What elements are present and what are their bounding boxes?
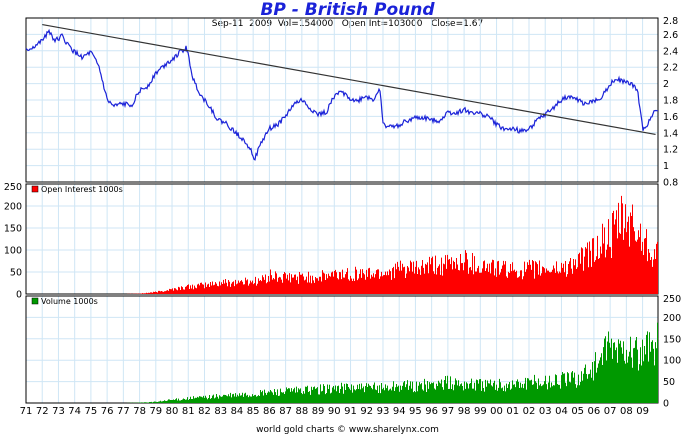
y-tick-label: 0 [663, 399, 669, 410]
x-tick-label: 81 [182, 406, 195, 417]
x-tick-label: 03 [539, 406, 552, 417]
x-tick-label: 78 [133, 406, 146, 417]
x-tick-label: 79 [149, 406, 162, 417]
chart-subtitle: Sep-11 2009 Vol=154000 Open Int=103000 C… [0, 19, 695, 30]
x-tick-label: 72 [36, 406, 49, 417]
x-tick-label: 01 [506, 406, 519, 417]
x-tick-label: 89 [312, 406, 325, 417]
x-tick-label: 80 [166, 406, 179, 417]
y-tick-label: 2.2 [663, 63, 678, 74]
x-tick-label: 86 [263, 406, 276, 417]
x-tick-label: 95 [409, 406, 422, 417]
y-tick-label: 200 [663, 313, 681, 324]
legend-open-interest: Open Interest 1000s [31, 185, 123, 194]
x-tick-label: 77 [117, 406, 130, 417]
x-tick-label: 93 [377, 406, 390, 417]
y-tick-label: 1.4 [663, 128, 678, 139]
x-tick-label: 09 [636, 406, 649, 417]
x-tick-label: 88 [295, 406, 308, 417]
legend-label: Open Interest 1000s [41, 185, 123, 194]
x-tick-label: 97 [442, 406, 455, 417]
trend-line [42, 23, 656, 136]
x-tick-label: 96 [425, 406, 438, 417]
x-tick-label: 75 [85, 406, 98, 417]
open-interest-bars [124, 195, 658, 294]
y-tick-label: 2 [663, 79, 669, 90]
x-tick-label: 91 [344, 406, 357, 417]
x-tick-label: 84 [231, 406, 244, 417]
y-tick-label: 100 [4, 246, 22, 257]
x-tick-label: 04 [555, 406, 568, 417]
x-tick-label: 83 [214, 406, 227, 417]
y-tick-label: 1.2 [663, 145, 678, 156]
legend-volume: Volume 1000s [31, 297, 98, 306]
x-tick-label: 00 [490, 406, 503, 417]
y-tick-label: 1.8 [663, 96, 678, 107]
x-tick-label: 87 [279, 406, 292, 417]
x-tick-label: 98 [458, 406, 471, 417]
subtitle-open-int: Open Int=103000 [341, 19, 423, 29]
y-tick-label: 1.6 [663, 112, 678, 123]
volume-bars [124, 322, 658, 403]
x-tick-label: 05 [571, 406, 584, 417]
x-tick-label: 07 [604, 406, 617, 417]
y-tick-label: 50 [10, 268, 22, 279]
x-tick-label: 82 [198, 406, 211, 417]
y-tick-label: 250 [4, 182, 22, 193]
x-tick-label: 94 [393, 406, 406, 417]
subtitle-close: Close=1.67 [431, 19, 484, 29]
x-tick-label: 90 [328, 406, 341, 417]
y-tick-label: 2.6 [663, 30, 678, 41]
panel-frame-1 [25, 17, 659, 183]
x-tick-label: 02 [523, 406, 536, 417]
y-tick-label: 2.8 [663, 16, 678, 27]
y-tick-label: 0.8 [663, 178, 678, 189]
x-tick-label: 99 [474, 406, 487, 417]
subtitle-vol: Vol=154000 [277, 19, 334, 29]
legend-swatch [31, 185, 39, 193]
legend-label: Volume 1000s [41, 297, 98, 306]
subtitle-date: Sep-11 2009 [211, 19, 273, 29]
x-tick-label: 74 [68, 406, 81, 417]
y-tick-label: 150 [663, 334, 681, 345]
y-tick-label: 1 [663, 161, 669, 172]
y-tick-label: 150 [4, 224, 22, 235]
x-tick-label: 08 [620, 406, 633, 417]
y-tick-label: 2.4 [663, 46, 678, 57]
chart-title: BP - British Pound [260, 0, 435, 20]
x-tick-label: 71 [20, 406, 33, 417]
price-line [25, 28, 659, 161]
x-tick-label: 92 [360, 406, 373, 417]
legend-swatch [31, 297, 39, 305]
y-tick-label: 50 [663, 377, 675, 388]
y-tick-label: 0 [16, 290, 22, 301]
x-tick-label: 73 [52, 406, 65, 417]
y-tick-label: 100 [663, 356, 681, 367]
y-tick-label: 250 [663, 294, 681, 305]
x-tick-label: 76 [101, 406, 114, 417]
x-tick-label: 85 [247, 406, 260, 417]
chart-footer: world gold charts © www.sharelynx.com [256, 425, 439, 435]
x-tick-label: 06 [588, 406, 601, 417]
y-tick-label: 200 [4, 202, 22, 213]
